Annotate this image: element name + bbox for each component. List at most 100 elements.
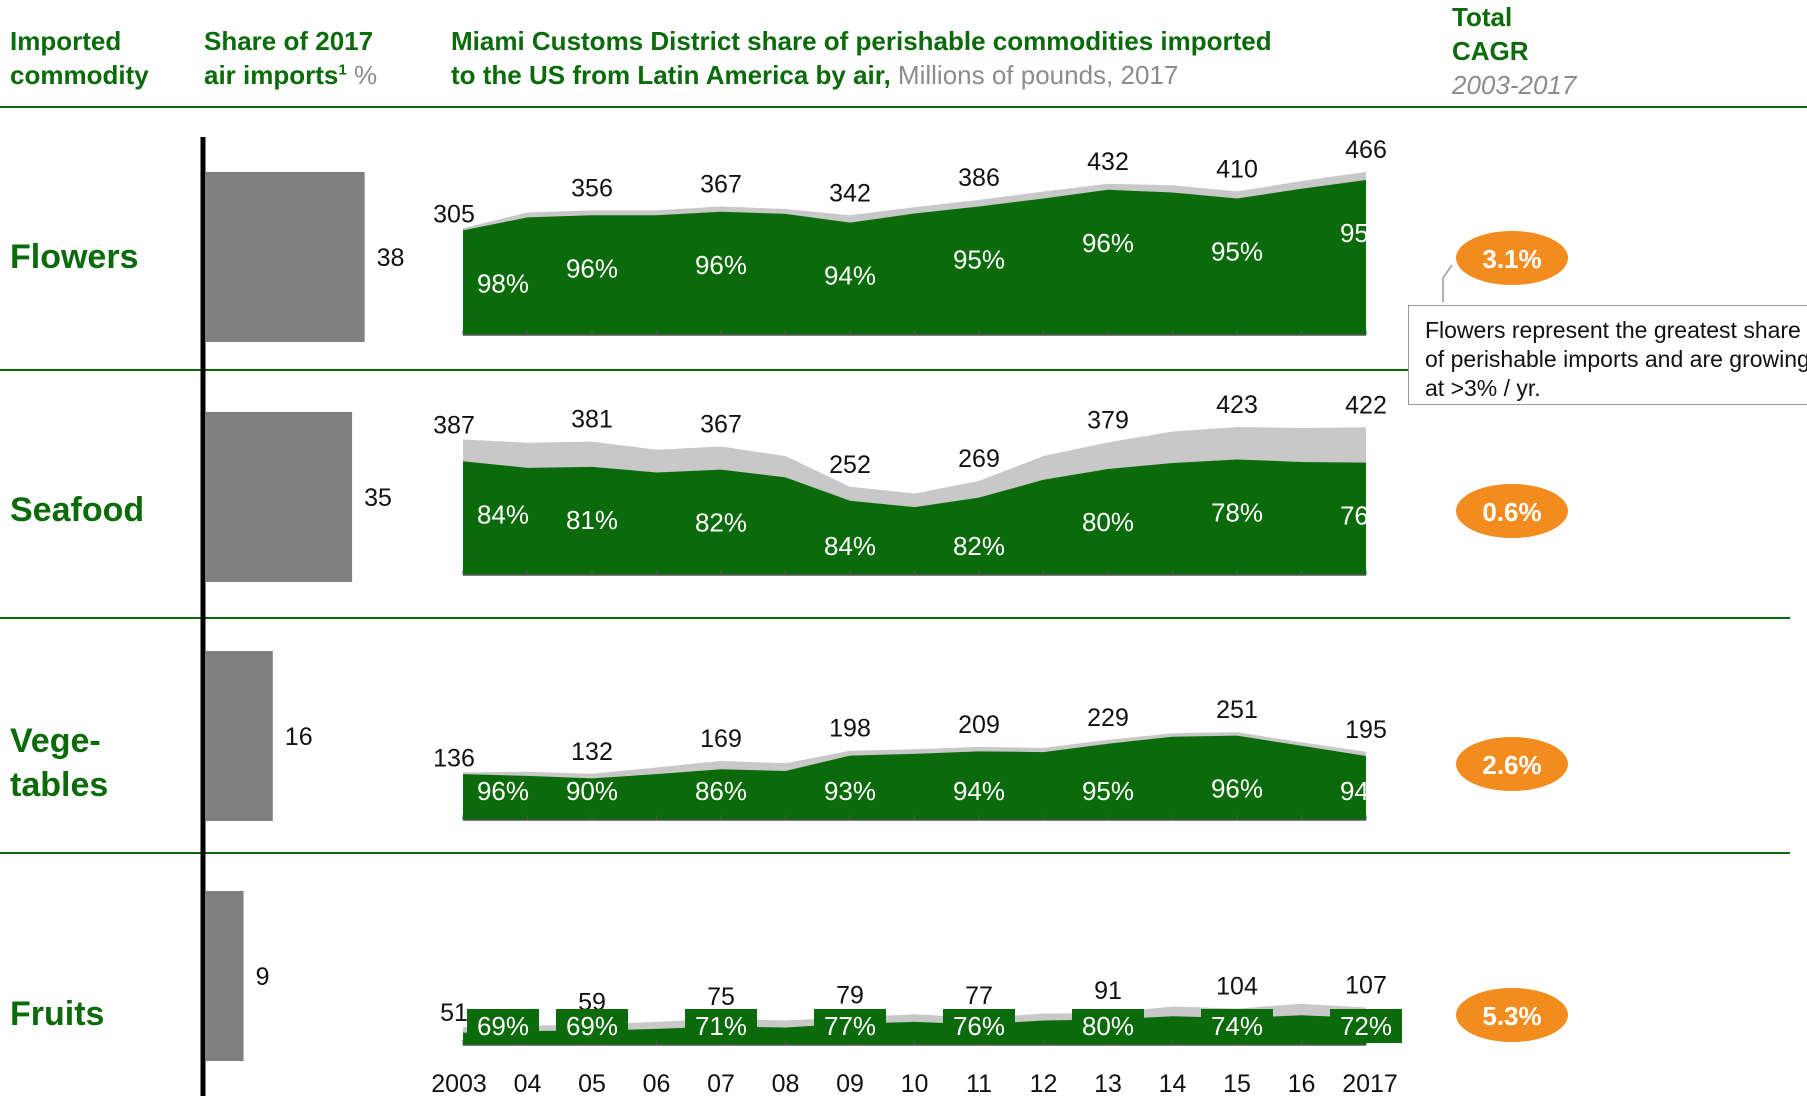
pct-label-fruits: 72% xyxy=(1340,1011,1392,1041)
pct-box-fruits xyxy=(814,1009,886,1043)
header-cagr-line1: Total xyxy=(1452,2,1513,32)
x-tick-label: 13 xyxy=(1094,1070,1122,1096)
total-label-vegetables: 251 xyxy=(1216,696,1258,724)
header-cagr-line2: CAGR xyxy=(1452,36,1529,66)
total-label-fruits: 104 xyxy=(1216,973,1258,1001)
share-value-flowers: 38 xyxy=(377,244,405,272)
total-label-seafood: 252 xyxy=(829,451,871,479)
x-tick-label: 06 xyxy=(643,1070,671,1096)
pct-box-fruits xyxy=(685,1009,757,1043)
header-share-line2: air imports xyxy=(204,60,339,90)
header-main: Miami Customs District share of perishab… xyxy=(451,24,1272,92)
pct-label-flowers: 96% xyxy=(695,250,747,280)
total-label-seafood: 423 xyxy=(1216,391,1258,419)
total-label-seafood: 367 xyxy=(700,411,742,439)
pct-label-fruits: 69% xyxy=(477,1011,529,1041)
cagr-value-seafood: 0.6% xyxy=(1482,497,1541,527)
x-tick-label: 16 xyxy=(1288,1070,1316,1096)
x-tick-label: 05 xyxy=(578,1070,606,1096)
total-label-seafood: 387 xyxy=(433,412,475,440)
row-label-fruits: Fruits xyxy=(10,995,104,1033)
share-bar-seafood xyxy=(206,412,353,582)
total-label-vegetables: 132 xyxy=(571,738,613,766)
x-tick-label: 07 xyxy=(707,1070,735,1096)
header-cagr-period: 2003-2017 xyxy=(1452,70,1577,100)
header-main-line2: to the US from Latin America by air, xyxy=(451,60,891,90)
x-tick-label: 09 xyxy=(836,1070,864,1096)
total-label-fruits: 75 xyxy=(707,983,735,1011)
cagr-badge-flowers xyxy=(1456,231,1568,285)
x-tick-label: 12 xyxy=(1030,1070,1058,1096)
total-label-fruits: 107 xyxy=(1345,972,1387,1000)
total-label-seafood: 269 xyxy=(958,445,1000,473)
total-label-flowers: 356 xyxy=(571,174,613,202)
row-label-vegetables: Vege- xyxy=(10,722,101,760)
pct-label-seafood: 76% xyxy=(1340,501,1392,531)
share-value-fruits: 9 xyxy=(256,963,270,991)
share-bar-fruits xyxy=(206,891,244,1061)
header-main-unit: Millions of pounds, 2017 xyxy=(890,60,1179,90)
total-label-fruits: 77 xyxy=(965,982,993,1010)
total-label-seafood: 379 xyxy=(1087,406,1129,434)
header-share: Share of 2017 air imports1 % xyxy=(204,24,377,92)
pct-label-seafood: 78% xyxy=(1211,498,1263,528)
pct-box-fruits xyxy=(1201,1009,1273,1043)
pct-label-vegetables: 94% xyxy=(1340,776,1392,806)
share-value-seafood: 35 xyxy=(364,484,392,512)
total-label-flowers: 410 xyxy=(1216,156,1258,184)
header-share-footnote: 1 xyxy=(338,61,347,79)
total-label-flowers: 367 xyxy=(700,171,742,199)
total-label-flowers: 342 xyxy=(829,179,871,207)
pct-box-fruits xyxy=(1072,1009,1144,1043)
pct-label-vegetables: 86% xyxy=(695,776,747,806)
flowers-callout: Flowers represent the greatest share of … xyxy=(1408,305,1807,405)
share-bar-vegetables xyxy=(206,651,273,821)
x-tick-label: 2017 xyxy=(1342,1070,1398,1096)
pct-box-fruits xyxy=(1330,1009,1402,1043)
pct-label-fruits: 69% xyxy=(566,1011,618,1041)
pct-label-vegetables: 93% xyxy=(824,776,876,806)
pct-label-seafood: 82% xyxy=(695,508,747,538)
pct-label-seafood: 84% xyxy=(824,531,876,561)
pct-label-flowers: 95% xyxy=(1211,237,1263,267)
header-main-line1: Miami Customs District share of perishab… xyxy=(451,26,1272,56)
pct-box-fruits xyxy=(467,1009,539,1043)
cagr-value-fruits: 5.3% xyxy=(1482,1001,1541,1031)
header-share-line1: Share of 2017 xyxy=(204,26,374,56)
cagr-badge-vegetables xyxy=(1456,737,1568,791)
total-label-flowers: 386 xyxy=(958,164,1000,192)
total-label-vegetables: 136 xyxy=(433,744,475,772)
x-tick-label: 11 xyxy=(966,1070,992,1096)
total-label-fruits: 79 xyxy=(836,981,864,1009)
pct-label-flowers: 95% xyxy=(1340,218,1392,248)
pct-box-fruits xyxy=(556,1009,628,1043)
miami-area-vegetables xyxy=(463,735,1366,820)
pct-label-flowers: 95% xyxy=(953,245,1005,275)
pct-box-fruits xyxy=(943,1009,1015,1043)
x-tick-label: 08 xyxy=(772,1070,800,1096)
header-share-unit: % xyxy=(346,60,378,90)
pct-label-vegetables: 96% xyxy=(1211,774,1263,804)
x-tick-label: 04 xyxy=(514,1070,542,1096)
cagr-value-flowers: 3.1% xyxy=(1482,244,1541,274)
pct-label-flowers: 96% xyxy=(1082,228,1134,258)
pct-label-fruits: 76% xyxy=(953,1011,1005,1041)
pct-label-vegetables: 90% xyxy=(566,776,618,806)
x-tick-label: 15 xyxy=(1223,1070,1251,1096)
x-tick-label: 2003 xyxy=(431,1070,487,1096)
total-label-flowers: 466 xyxy=(1345,136,1387,164)
pct-label-fruits: 80% xyxy=(1082,1011,1134,1041)
miami-area-flowers xyxy=(463,179,1366,335)
total-label-fruits: 51 xyxy=(440,999,468,1027)
share-value-vegetables: 16 xyxy=(285,723,313,751)
total-label-vegetables: 195 xyxy=(1345,716,1387,744)
row-label-vegetables: tables xyxy=(10,766,108,804)
total-label-vegetables: 229 xyxy=(1087,704,1129,732)
cagr-value-vegetables: 2.6% xyxy=(1482,750,1541,780)
pct-label-seafood: 82% xyxy=(953,531,1005,561)
share-bar-flowers xyxy=(206,172,365,342)
pct-label-seafood: 80% xyxy=(1082,507,1134,537)
pct-label-fruits: 77% xyxy=(824,1011,876,1041)
total-label-seafood: 381 xyxy=(571,406,613,434)
